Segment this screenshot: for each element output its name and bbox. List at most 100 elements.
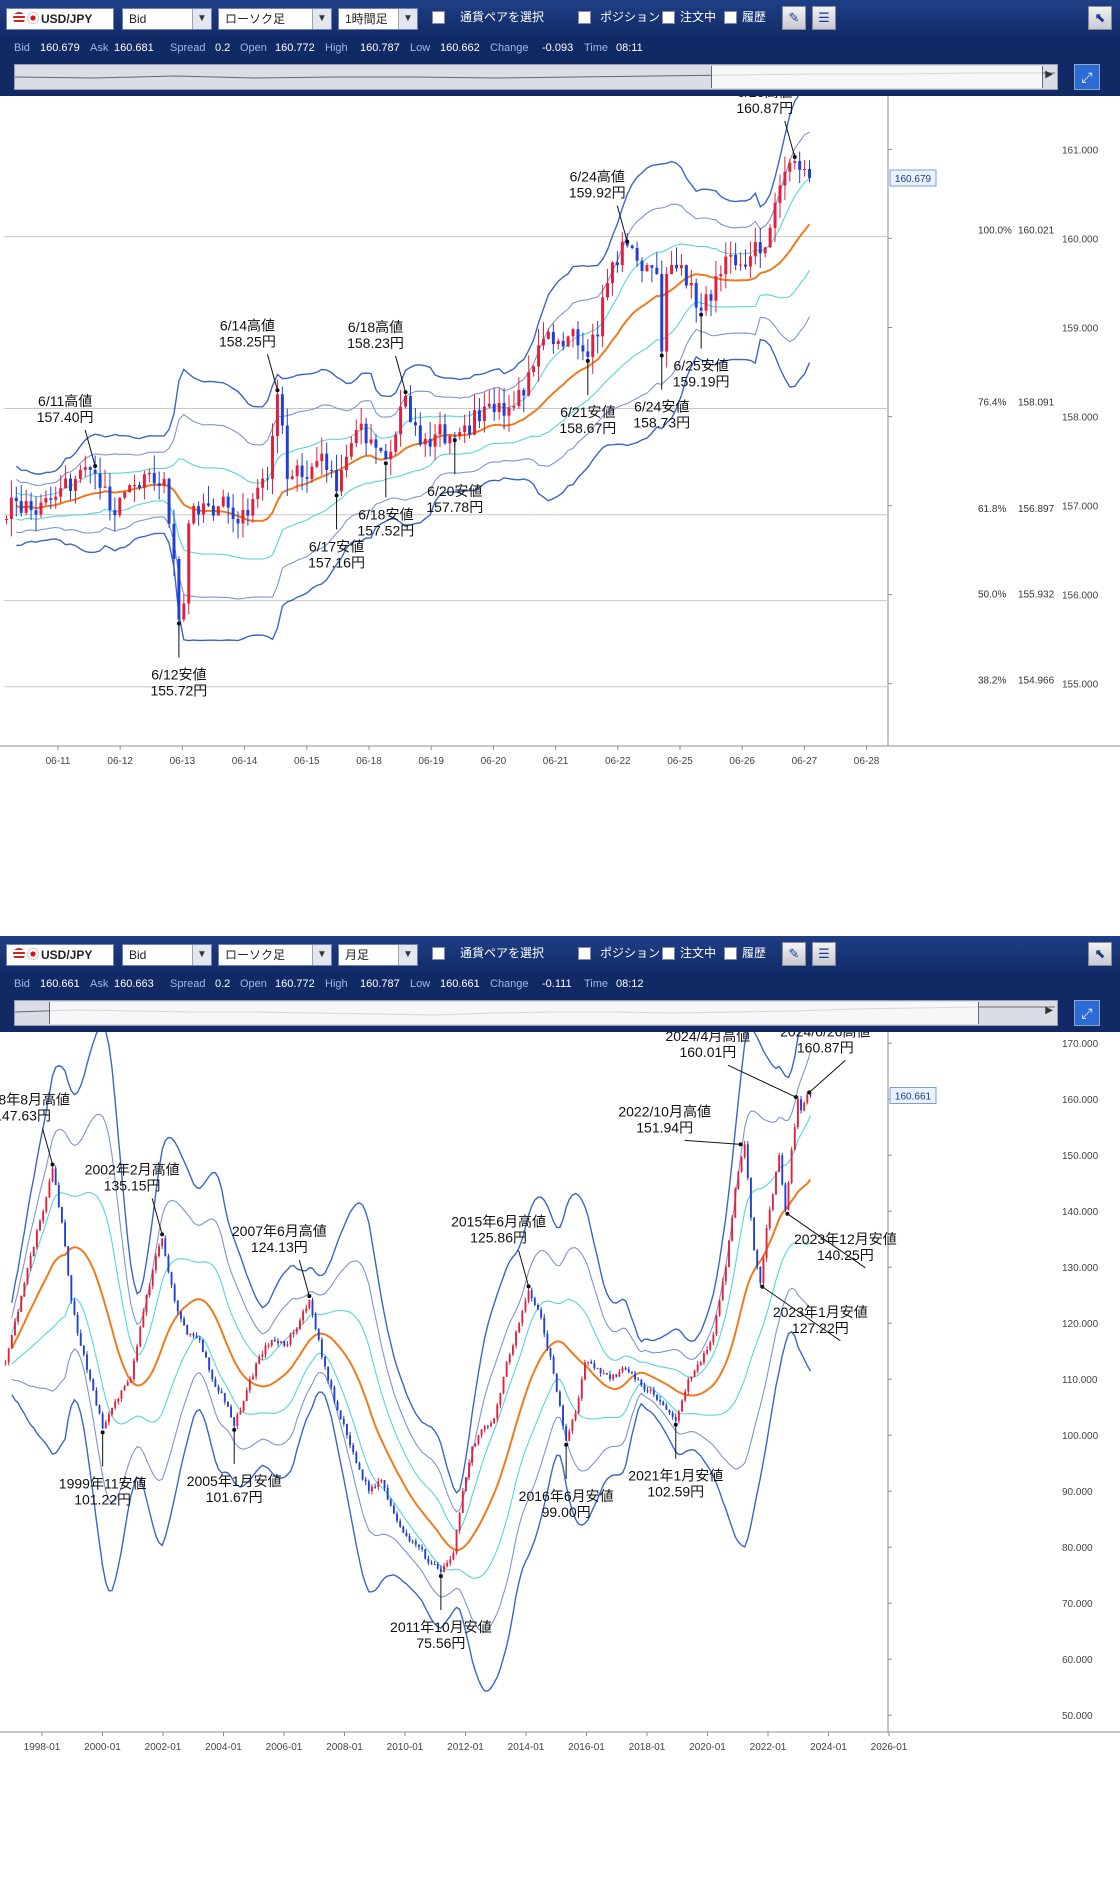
annotation-arrow-head — [438, 1574, 443, 1579]
chart-settings-icon[interactable]: ✎ — [782, 6, 806, 30]
chart-svg[interactable]: 50.000 60.000 70.000 80.000 90.000 100.000 110… — [0, 987, 1120, 1872]
candle-body — [86, 1354, 88, 1370]
change-label: Change — [490, 42, 529, 54]
candle-body — [428, 438, 432, 447]
low-label: Low — [410, 978, 431, 990]
orders-checkbox[interactable] — [662, 947, 675, 960]
annotation-arrow-head — [564, 1442, 569, 1447]
price-type-select[interactable]: Bid ▼ — [122, 944, 212, 966]
expand-icon[interactable]: ⤢ — [1074, 1000, 1100, 1026]
candle — [486, 1424, 489, 1430]
candle-body — [180, 1311, 182, 1319]
timeframe-select[interactable]: 月足 ▼ — [338, 944, 418, 966]
candle-body — [436, 1564, 439, 1569]
candle-body — [499, 1393, 502, 1405]
candle — [330, 460, 334, 478]
x-tick-label: 2004-01 — [205, 1742, 242, 1753]
candle — [113, 497, 117, 531]
candle — [354, 419, 358, 448]
annotation-label: 155.72円 — [150, 683, 207, 699]
candle — [522, 387, 526, 413]
chart-settings-icon[interactable]: ✎ — [782, 942, 806, 966]
candle — [418, 1544, 420, 1551]
layout-list-icon[interactable]: ☰ — [812, 942, 836, 966]
navigator-window-handle[interactable] — [711, 66, 1043, 88]
annotation-label: 159.92円 — [569, 185, 626, 201]
expand-icon[interactable]: ⤢ — [1074, 64, 1100, 90]
price-type-select[interactable]: Bid ▼ — [122, 8, 212, 30]
hourly-chart-panel: USD/JPY Bid ▼ ローソク足 ▼ 1時間足 ▼ 通貨ペアを選択 ポジシ… — [0, 0, 1120, 936]
candle — [681, 1399, 683, 1412]
chart-type-select[interactable]: ローソク足 ▼ — [218, 8, 332, 30]
collapse-arrow-icon[interactable]: ⬉ — [1088, 6, 1112, 30]
y-tick-label: 159.000 — [1062, 324, 1099, 335]
candle — [64, 465, 68, 489]
candle-body — [299, 1320, 301, 1329]
navigator-scrollbar[interactable]: ▶ — [14, 1000, 1058, 1026]
candle-body — [183, 1318, 186, 1325]
candle-body — [214, 1379, 217, 1387]
x-tick-label: 06-25 — [667, 756, 693, 767]
annotation-label: 158.23円 — [347, 335, 404, 351]
candle-body — [98, 1405, 101, 1414]
scroll-right-arrow-icon[interactable]: ▶ — [1045, 1005, 1053, 1016]
candle — [54, 486, 58, 509]
candle — [239, 1407, 242, 1415]
currency-pair-select[interactable]: USD/JPY — [6, 8, 114, 30]
candle — [286, 1340, 289, 1347]
position-checkbox[interactable] — [578, 11, 591, 24]
candle-body — [662, 1401, 665, 1406]
navigator-window-handle[interactable] — [49, 1002, 979, 1024]
candle — [493, 1417, 496, 1425]
collapse-arrow-icon[interactable]: ⬉ — [1088, 942, 1112, 966]
annotation-label: 2022/10月高値 — [618, 1103, 711, 1119]
candle-body — [73, 478, 77, 491]
select-pair-checkbox[interactable] — [432, 11, 445, 24]
candle — [217, 1384, 220, 1395]
candle — [246, 498, 250, 526]
candle-body — [364, 423, 368, 444]
candle-body — [665, 274, 669, 352]
chart-svg[interactable]: 100.0% 160.021 76.4% 158.091 61.8% 156.897 50.… — [0, 84, 1120, 936]
candle — [283, 1340, 286, 1348]
candle-body — [226, 496, 230, 508]
annotation-label: 124.13円 — [251, 1239, 308, 1255]
candle — [448, 435, 452, 455]
candle — [502, 1376, 505, 1395]
candle-body — [505, 1362, 508, 1377]
candle — [86, 1351, 88, 1374]
annotation-label: 6/20安値 — [427, 483, 482, 499]
history-checkbox[interactable] — [724, 947, 737, 960]
chart-plot[interactable]: 100.0% 160.021 76.4% 158.091 61.8% 156.897 50.… — [0, 84, 1120, 936]
candle — [280, 386, 284, 434]
x-tick-label: 06-11 — [46, 756, 71, 767]
candle-body — [51, 1168, 54, 1182]
annotation-arrow-head — [383, 461, 388, 466]
candle — [267, 1342, 270, 1349]
scroll-right-arrow-icon[interactable]: ▶ — [1045, 69, 1053, 80]
chart-type-select[interactable]: ローソク足 ▼ — [218, 944, 332, 966]
select-pair-checkbox[interactable] — [432, 947, 445, 960]
chart-plot[interactable]: 50.000 60.000 70.000 80.000 90.000 100.000 110… — [0, 987, 1120, 1872]
position-checkbox[interactable] — [578, 947, 591, 960]
candle — [129, 1376, 132, 1384]
x-tick-label: 06-22 — [605, 756, 631, 767]
candle-body — [231, 507, 235, 519]
annotation-arrow-head — [526, 1284, 531, 1289]
candle — [507, 394, 511, 432]
candle — [404, 392, 408, 409]
candle-body — [637, 1379, 640, 1381]
layout-list-icon[interactable]: ☰ — [812, 6, 836, 30]
candle-body — [327, 1366, 330, 1381]
navigator-scrollbar[interactable]: ▶ — [14, 64, 1058, 90]
candle — [352, 1442, 355, 1455]
candle-body — [408, 1536, 411, 1542]
candle-body — [54, 1168, 57, 1186]
currency-pair-select[interactable]: USD/JPY — [6, 944, 114, 966]
orders-checkbox[interactable] — [662, 11, 675, 24]
history-checkbox[interactable] — [724, 11, 737, 24]
candle — [630, 1371, 633, 1375]
candle-body — [748, 256, 752, 267]
timeframe-select[interactable]: 1時間足 ▼ — [338, 8, 418, 30]
candle-body — [599, 1368, 602, 1374]
